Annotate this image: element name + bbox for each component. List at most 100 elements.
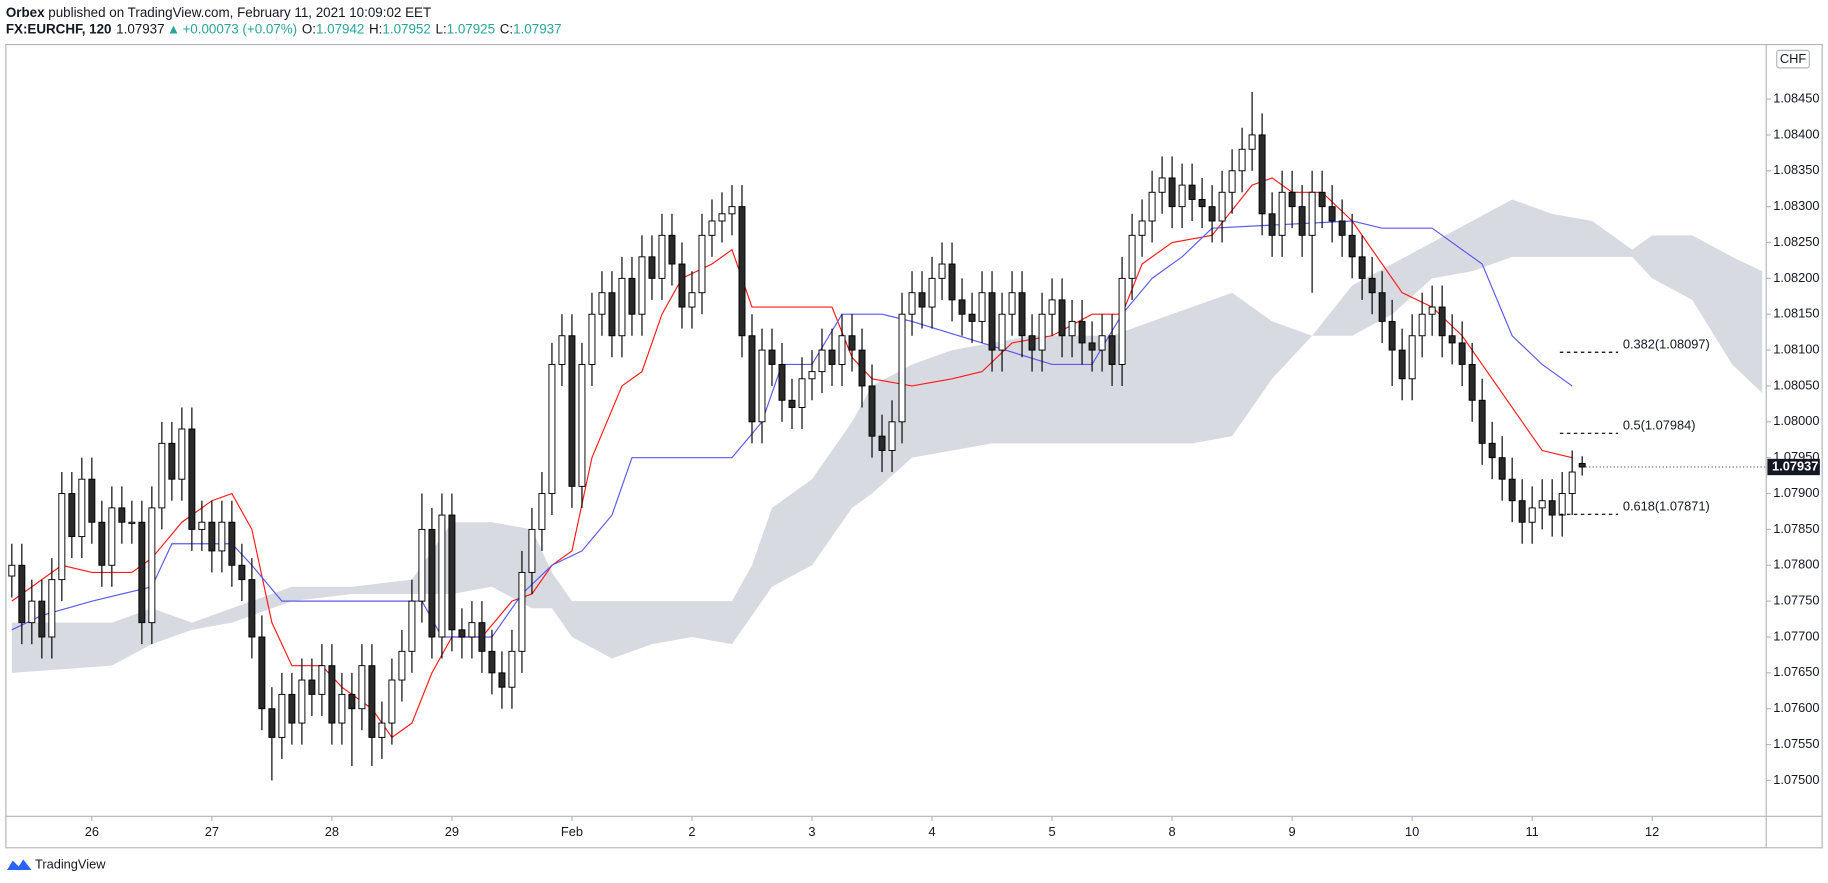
x-tick-label: 8 [1169,824,1176,839]
candle-body [548,363,556,495]
candle-body [628,277,636,315]
candle-body [1278,191,1286,236]
candle-body [18,564,26,624]
currency-box [1776,49,1810,69]
candle-body [758,349,766,423]
candle-body [358,665,366,710]
candle-body [178,428,186,480]
y-tick-label: 1.07600 [1773,700,1819,715]
candle-body [1488,442,1496,459]
candle-body [418,528,426,602]
candle-body [1298,206,1306,236]
candle-body [668,234,676,265]
x-tick-label: 27 [205,824,219,839]
candle-body [1228,170,1236,193]
candle-body [868,385,876,437]
candle-body [928,277,936,308]
candle-body [568,335,576,487]
ohlc-value: 1.07942 [316,21,364,36]
candle-body [328,665,336,724]
x-tick-label: 12 [1645,824,1659,839]
candle-body [888,421,896,451]
candle-body [208,521,216,552]
change-arrow: ▲ [167,21,180,36]
candle-body [898,313,906,423]
candle-body [318,665,326,695]
candle-body [378,722,386,738]
candle-body [38,600,46,638]
candle-body [1078,320,1086,344]
candle-body [608,292,616,337]
candle-body [218,521,226,552]
candle-body [978,292,986,322]
candle-body [1398,349,1406,380]
candle-body [158,442,166,509]
candle-body [618,277,626,337]
candle-body [578,363,586,487]
candle-body [1468,363,1476,401]
candle-body [1098,335,1106,351]
candle-body [1048,299,1056,315]
candle-body [1088,342,1096,351]
candle-body [1268,213,1276,236]
candle-body [948,263,956,301]
candle-body [1558,493,1566,516]
x-tick-label: 11 [1526,824,1539,839]
candle-body [188,428,196,530]
candle-body [278,693,286,738]
candle-body [848,335,856,351]
candle-body [1058,299,1066,337]
candle-body [1328,206,1336,222]
candle-body [908,292,916,315]
x-tick-label: 10 [1405,824,1419,839]
candle-body [428,528,436,638]
candle-body [938,263,946,279]
x-tick-label: 2 [688,824,695,839]
candle-body [348,693,356,710]
plot-area: 1.07500 1.07550 1.07600 1.07650 1.07700 1.077… [8,90,1820,839]
candle-body [1118,277,1126,365]
ohlc-label: H: [369,21,382,36]
y-tick-label: 1.07750 [1773,593,1819,608]
change: +0.00073 (+0.07%) [182,21,297,36]
candle-body [1038,313,1046,351]
candle-body [1538,500,1546,509]
candle-body [1218,191,1226,222]
symbol-line: FX:EURCHF, 120 1.07937 ▲ +0.00073 (+0.07%) O… [6,21,562,36]
candle-body [968,313,976,322]
y-tick-label: 1.08350 [1773,162,1819,177]
candle-body [478,622,486,652]
candle-body [1428,306,1436,315]
candle-body [368,665,376,738]
candle-body [118,507,126,523]
last-price-label: 1.07937 [1772,458,1818,473]
candle-body [1128,234,1136,279]
candle-body [1528,507,1536,523]
y-tick-label: 1.08200 [1773,270,1819,285]
candle-body [1458,342,1466,365]
candle-body [248,579,256,638]
candle-body [1568,471,1576,495]
candle-body [1258,134,1266,215]
ohlc-label: L: [436,21,447,36]
symbol: FX:EURCHF, 120 [6,21,112,36]
candle-body [148,507,156,624]
candle-body [1438,306,1446,337]
candle-body [1308,191,1316,236]
ohlc-value: 1.07937 [513,21,561,36]
candle-body [518,571,526,652]
candle-body [1018,292,1026,337]
candle-body [508,650,516,688]
candle-body [88,478,96,523]
candle-body [958,299,966,315]
candle-body [1418,313,1426,337]
candle-body [1318,191,1326,208]
candle-body [808,371,816,380]
x-tick-label: 4 [928,824,935,839]
y-tick-label: 1.08400 [1773,126,1819,141]
candle-body [738,206,746,337]
y-tick-label: 1.07650 [1773,664,1819,679]
y-tick-label: 1.08000 [1773,413,1819,428]
candle-body [308,679,316,695]
y-tick-label: 1.07500 [1773,772,1819,787]
